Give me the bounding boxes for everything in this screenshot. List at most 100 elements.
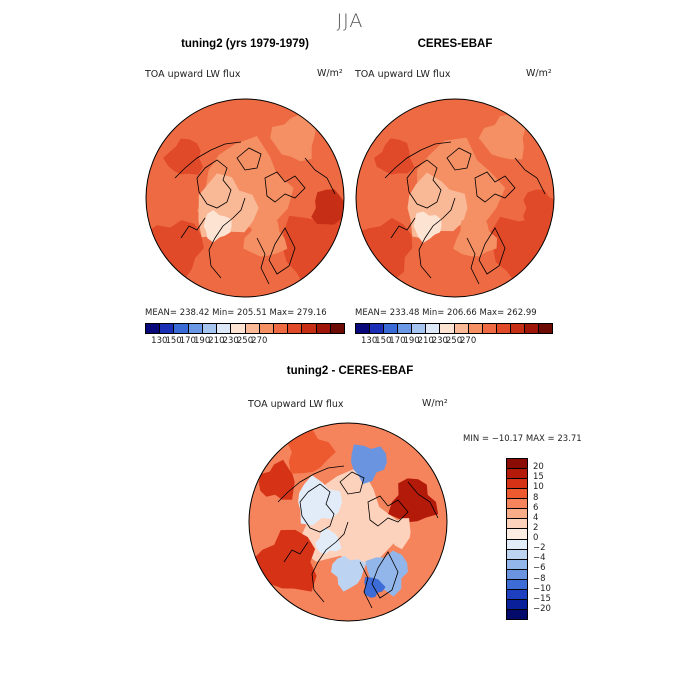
colorbar-tick-label: −8 — [533, 573, 546, 584]
colorbar-swatch — [440, 324, 455, 333]
colorbar-swatch — [507, 529, 527, 540]
colorbar-tick-label: 4 — [533, 512, 539, 523]
panel1-colorbar — [145, 323, 345, 334]
coastline — [478, 227, 506, 275]
coastline — [407, 481, 439, 519]
colorbar-swatch — [288, 324, 303, 333]
colorbar-tick-label: 230 — [431, 336, 448, 346]
coastline — [446, 147, 472, 171]
colorbar-tick-label: 2 — [533, 522, 539, 533]
panel1-units-label: W/m² — [317, 68, 343, 79]
coastline — [236, 147, 262, 171]
colorbar-tick-label: 170 — [179, 336, 196, 346]
colorbar-swatch — [507, 539, 527, 550]
colorbar-swatch — [507, 549, 527, 560]
colorbar-swatch — [507, 569, 527, 580]
colorbar-swatch — [384, 324, 399, 333]
field-contour — [491, 216, 554, 288]
field-contour — [453, 217, 497, 257]
field-contour — [203, 210, 232, 243]
colorbar-tick-label: −15 — [533, 593, 551, 604]
colorbar-swatch — [468, 324, 483, 333]
field-contour — [311, 189, 344, 225]
colorbar-swatch — [370, 324, 385, 333]
colorbar-tick-label: 170 — [389, 336, 406, 346]
coastline — [339, 471, 365, 495]
colorbar-swatch — [507, 519, 527, 530]
field-contour — [331, 556, 367, 592]
colorbar-swatch — [259, 324, 274, 333]
coastline — [283, 541, 309, 563]
map-border — [145, 98, 345, 298]
colorbar-swatch — [202, 324, 218, 333]
colorbar-tick-label: 190 — [403, 336, 420, 346]
colorbar-swatch — [507, 579, 527, 590]
colorbar-swatch — [507, 489, 527, 500]
colorbar-swatch — [454, 324, 469, 333]
coastline — [180, 217, 206, 239]
field-contour — [286, 429, 336, 474]
panel2-polar-map — [355, 98, 555, 298]
colorbar-tick-label: 270 — [460, 336, 477, 346]
colorbar-tick-label: −6 — [533, 563, 546, 574]
coastline — [371, 551, 399, 599]
colorbar-swatch — [507, 609, 527, 619]
colorbar-swatch — [356, 324, 371, 333]
colorbar-swatch — [174, 324, 189, 333]
colorbar-tick-label: −4 — [533, 553, 546, 564]
colorbar-tick-label: 8 — [533, 492, 539, 503]
colorbar-swatch — [188, 324, 203, 333]
colorbar-swatch — [507, 469, 527, 480]
field-contour — [382, 518, 411, 550]
colorbar-swatch — [160, 324, 175, 333]
field-contour — [298, 475, 343, 526]
panel2-variable-label: TOA upward LW flux — [355, 69, 451, 80]
panel3-variable-label: TOA upward LW flux — [248, 399, 344, 410]
field-contour — [258, 459, 295, 500]
coastline — [208, 197, 246, 279]
panel2-stats: MEAN= 233.48 Min= 206.66 Max= 262.99 — [355, 308, 537, 318]
coastline — [299, 483, 335, 533]
coastline — [196, 159, 232, 209]
coastline — [277, 465, 345, 503]
colorbar-tick-label: 15 — [533, 472, 544, 483]
colorbar-swatch — [426, 324, 441, 333]
colorbar-tick-label: 20 — [533, 462, 544, 473]
colorbar-swatch — [231, 324, 246, 333]
colorbar-swatch — [412, 324, 427, 333]
colorbar-tick-label: 250 — [236, 336, 254, 346]
field-contour — [478, 114, 526, 160]
map-border — [248, 422, 448, 622]
colorbar-swatch — [302, 324, 317, 333]
colorbar-swatch — [245, 324, 260, 333]
colorbar-tick-label: 6 — [533, 502, 539, 513]
field-contour — [243, 216, 288, 257]
coastline — [384, 141, 452, 179]
colorbar-swatch — [482, 324, 497, 333]
colorbar-tick-label: 10 — [533, 482, 544, 493]
colorbar-tick-label: 130 — [151, 336, 168, 346]
colorbar-tick-label: 270 — [251, 336, 268, 346]
field-contour — [363, 577, 386, 598]
colorbar-swatch — [316, 324, 331, 333]
panel2-title: CERES-EBAF — [417, 38, 493, 50]
coastline — [264, 171, 306, 203]
panel3-colorbar-ticks: 20 15 10 8 6 4 2 0 −2 −4 −6 −8 −10 −15 −20 — [533, 458, 563, 620]
field-contour — [351, 444, 387, 484]
colorbar-swatch — [510, 324, 525, 333]
coastline — [268, 227, 296, 275]
colorbar-tick-label: 150 — [375, 336, 392, 346]
field-contour — [270, 113, 317, 162]
coastline — [418, 197, 456, 279]
colorbar-tick-label: 190 — [194, 336, 211, 346]
coastline — [367, 495, 409, 527]
colorbar-swatch — [539, 324, 553, 333]
field-contour — [413, 211, 442, 243]
panel1-colorbar-ticks: 130 150 170 190 210 230 250 270 — [145, 336, 345, 348]
colorbar-tick-label: −2 — [533, 543, 546, 554]
coastline — [256, 237, 270, 285]
panel3-colorbar — [506, 458, 528, 620]
field-contour — [388, 478, 439, 523]
colorbar-swatch — [507, 599, 527, 610]
panel2-colorbar-ticks: 130 150 170 190 210 230 250 270 — [355, 336, 553, 348]
